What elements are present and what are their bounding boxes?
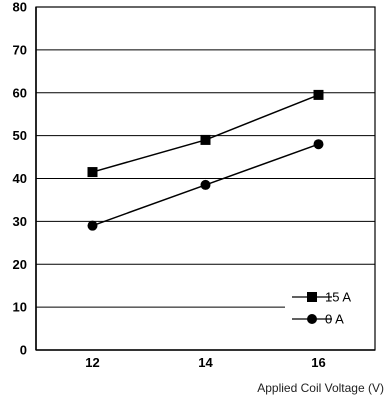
legend-label: 0 A — [325, 312, 344, 327]
legend-label: 15 A — [325, 290, 351, 305]
y-tick-label: 50 — [13, 128, 27, 143]
grid-lines — [36, 6, 375, 308]
y-tick-label: 70 — [13, 42, 27, 57]
data-point — [87, 167, 98, 178]
data-point — [87, 220, 98, 231]
x-tick-label: 16 — [311, 355, 325, 370]
data-point — [313, 89, 324, 100]
legend-marker — [307, 314, 317, 324]
axes — [35, 6, 376, 351]
y-tick-label: 10 — [13, 300, 27, 315]
series-square — [87, 89, 324, 178]
data-point — [200, 134, 211, 145]
y-tick-label: 80 — [13, 0, 27, 15]
series-line — [92, 94, 319, 173]
legend-item: 15 A — [292, 290, 351, 305]
data-point — [200, 179, 211, 190]
y-tick-label: 0 — [20, 343, 27, 358]
y-tick-label: 60 — [13, 85, 27, 100]
y-tick-label: 40 — [13, 171, 27, 186]
series — [87, 89, 324, 231]
series-circle — [87, 139, 324, 231]
y-tick-label: 20 — [13, 257, 27, 272]
x-tick-label: 12 — [85, 355, 99, 370]
tick-labels: 0 10 20 30 40 50 60 70 80 12 14 16 — [13, 0, 326, 370]
legend-item: 0 A — [292, 312, 344, 327]
legend-marker — [307, 292, 317, 302]
y-tick-label: 30 — [13, 214, 27, 229]
legend: 15 A 0 A — [292, 290, 351, 327]
x-axis-title: Applied Coil Voltage (V) — [257, 381, 384, 395]
x-tick-label: 14 — [198, 355, 213, 370]
data-point — [313, 139, 324, 150]
